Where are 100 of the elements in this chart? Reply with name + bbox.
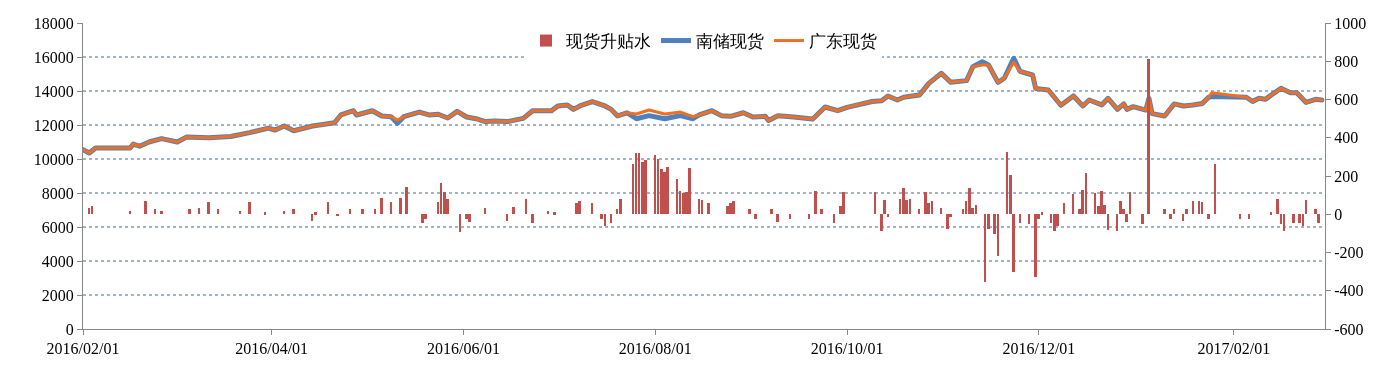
bar [217, 209, 219, 214]
bar [883, 200, 886, 214]
bar [405, 187, 408, 214]
bar [619, 199, 622, 214]
legend-label: 广东现货 [809, 32, 877, 52]
bar [1248, 214, 1250, 219]
y2-tick-label: -200 [1334, 244, 1364, 262]
bar [808, 214, 810, 219]
bar [1006, 152, 1008, 214]
bar [374, 209, 376, 214]
bar [682, 193, 685, 214]
bar [327, 202, 329, 214]
bar [931, 201, 933, 214]
y-tick-label: 4000 [41, 252, 74, 270]
bar [1317, 214, 1320, 223]
bar [1100, 191, 1103, 214]
bar [909, 199, 911, 214]
bar [666, 167, 669, 214]
bar [311, 214, 313, 221]
x-tick-label: 2016/02/01 [46, 340, 120, 358]
bar [578, 201, 581, 214]
bar [726, 206, 729, 214]
x-tick-label: 2016/06/01 [427, 340, 500, 358]
bar [833, 214, 835, 223]
bar [129, 211, 131, 214]
bar [91, 206, 93, 214]
bar [1302, 214, 1304, 226]
bar [1053, 214, 1056, 231]
bar [1163, 209, 1166, 214]
bar [465, 214, 468, 219]
bar [198, 208, 200, 214]
bar [1239, 214, 1241, 219]
bar [512, 207, 515, 214]
bar [1041, 212, 1043, 215]
y-tick-label: 6000 [41, 218, 74, 236]
legend-label: 现货升贴水 [566, 32, 651, 52]
bar [1198, 201, 1200, 214]
bar [1185, 209, 1188, 214]
bar [239, 211, 241, 214]
x-tick-label: 2016/10/01 [810, 340, 884, 358]
bar [361, 209, 364, 214]
bar [729, 203, 732, 214]
bar [1107, 214, 1109, 230]
bar [1072, 194, 1074, 214]
bar [468, 214, 471, 222]
bar [814, 191, 817, 214]
y-tick-label: 12000 [33, 116, 74, 134]
bar [424, 214, 427, 219]
bar [654, 155, 656, 214]
bar [997, 214, 999, 256]
bar [1182, 214, 1184, 221]
x-tick-label: 2016/04/01 [235, 340, 309, 358]
bar [1173, 209, 1175, 214]
bar [154, 209, 156, 214]
bar [604, 214, 606, 226]
x-tick-label: 2016/12/01 [1002, 340, 1076, 358]
bar [1192, 201, 1194, 214]
bar [975, 205, 977, 214]
bar [1305, 200, 1307, 214]
bar [1214, 164, 1216, 214]
bar [1283, 214, 1285, 231]
bar [484, 208, 486, 214]
bar [880, 214, 883, 231]
y-tick-label: 0 [65, 320, 74, 338]
bar [701, 200, 703, 214]
bar [283, 211, 285, 214]
bar [591, 203, 593, 214]
bar [144, 201, 147, 214]
bar [776, 214, 779, 222]
bar [924, 192, 927, 214]
bar [88, 208, 90, 214]
bar [676, 179, 678, 214]
legend-label: 南储现货 [696, 32, 764, 52]
bar [547, 211, 549, 214]
bar [1094, 193, 1096, 214]
y-tick-label: 18000 [33, 14, 74, 32]
y-tick-label: 2000 [41, 286, 74, 304]
bar [459, 214, 461, 232]
y2-tick-label: 1000 [1334, 14, 1367, 32]
bar [1012, 214, 1015, 272]
bar [207, 202, 210, 214]
bar [1119, 201, 1122, 214]
bar [1034, 214, 1037, 277]
y-tick-label: 16000 [33, 48, 74, 66]
bar [842, 192, 845, 214]
bar [1125, 214, 1128, 222]
bar [1141, 214, 1144, 224]
bar [264, 212, 266, 215]
y2-tick-label: 400 [1334, 129, 1359, 147]
bar [707, 203, 710, 214]
bar [440, 183, 442, 214]
bar [732, 201, 735, 214]
bar [1063, 203, 1065, 214]
y-tick-label: 10000 [33, 150, 74, 168]
bar [188, 209, 191, 214]
bar [575, 203, 578, 214]
bar [657, 159, 659, 214]
bar [525, 199, 527, 214]
bar [1019, 214, 1021, 223]
bar [902, 188, 905, 214]
